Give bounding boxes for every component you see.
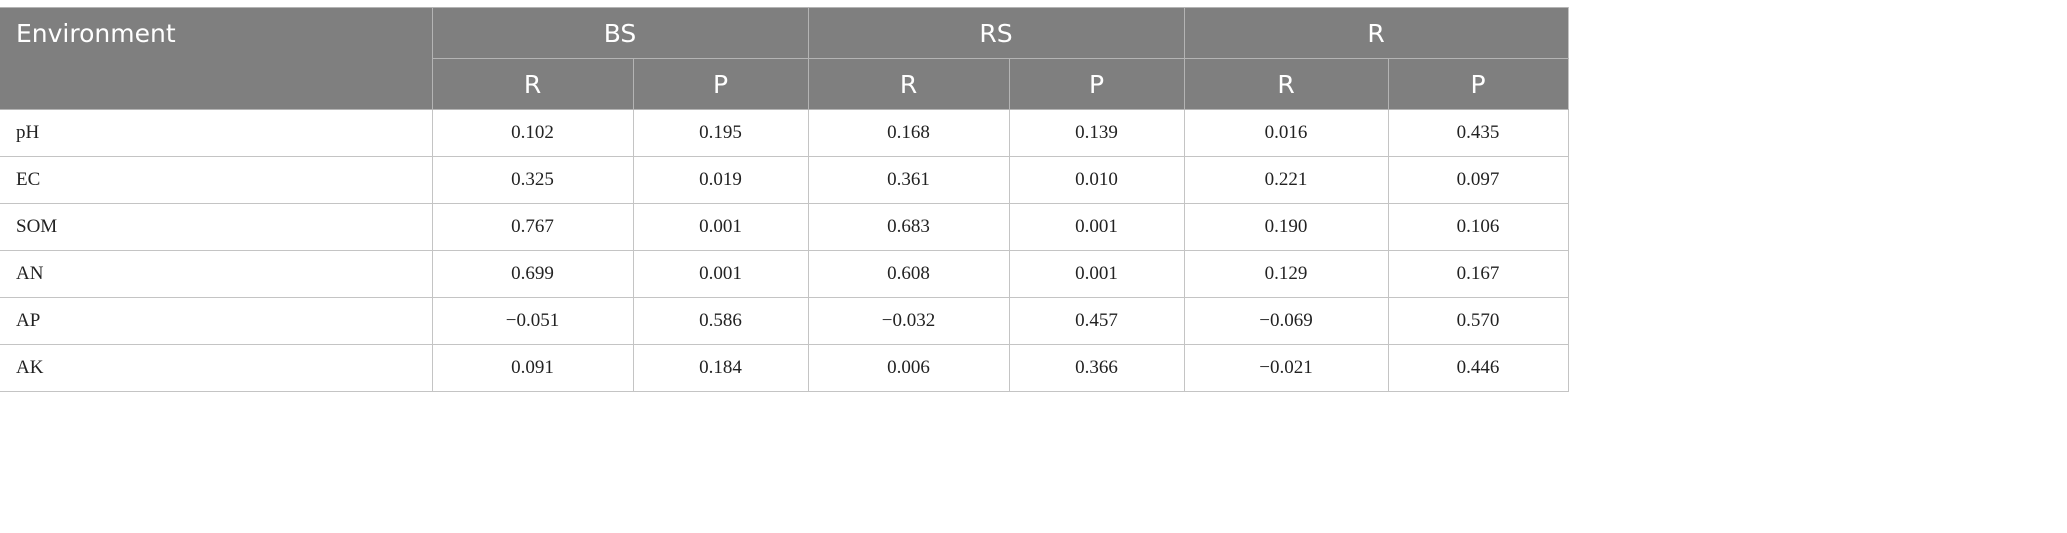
header-rs-r: R xyxy=(807,58,1010,110)
header-row-sub: R P R P R P xyxy=(0,58,1569,110)
table-row: EC 0.325 0.019 0.361 0.010 0.221 0.097 xyxy=(0,156,1569,204)
header-group-bs: BS xyxy=(431,7,809,59)
row-label: SOM xyxy=(0,203,433,251)
table-cell: 0.446 xyxy=(1387,344,1569,392)
header-group-r: R xyxy=(1183,7,1569,59)
table-cell: 0.019 xyxy=(632,156,809,204)
table-row: pH 0.102 0.195 0.168 0.139 0.016 0.435 xyxy=(0,109,1569,157)
header-bs-p: P xyxy=(632,58,809,110)
table-cell: 0.167 xyxy=(1387,250,1569,298)
table-body: pH 0.102 0.195 0.168 0.139 0.016 0.435 E… xyxy=(0,109,1569,392)
table-row: AN 0.699 0.001 0.608 0.001 0.129 0.167 xyxy=(0,250,1569,298)
table-cell: 0.586 xyxy=(632,297,809,345)
table-cell: 0.184 xyxy=(632,344,809,392)
header-row-groups: Environment BS RS R xyxy=(0,7,1569,110)
header-r-p: P xyxy=(1387,58,1569,110)
table-row: SOM 0.767 0.001 0.683 0.001 0.190 0.106 xyxy=(0,203,1569,251)
row-label: AK xyxy=(0,344,433,392)
row-label: AP xyxy=(0,297,433,345)
table-cell: 0.361 xyxy=(807,156,1010,204)
table-cell: 0.129 xyxy=(1183,250,1389,298)
table-cell: 0.325 xyxy=(431,156,634,204)
table-cell: 0.195 xyxy=(632,109,809,157)
table-cell: 0.683 xyxy=(807,203,1010,251)
header-bs-r: R xyxy=(431,58,634,110)
table-cell: −0.051 xyxy=(431,297,634,345)
header-environment: Environment xyxy=(0,7,433,110)
table-cell: 0.102 xyxy=(431,109,634,157)
table-cell: 0.366 xyxy=(1008,344,1185,392)
table-cell: −0.021 xyxy=(1183,344,1389,392)
table-cell: 0.168 xyxy=(807,109,1010,157)
table-cell: 0.699 xyxy=(431,250,634,298)
header-group-rs: RS xyxy=(807,7,1185,59)
header-rs-p: P xyxy=(1008,58,1185,110)
table-cell: 0.097 xyxy=(1387,156,1569,204)
table-cell: 0.106 xyxy=(1387,203,1569,251)
table-cell: 0.139 xyxy=(1008,109,1185,157)
header-r-r: R xyxy=(1183,58,1389,110)
table-cell: −0.069 xyxy=(1183,297,1389,345)
table-cell: 0.435 xyxy=(1387,109,1569,157)
correlation-table: Environment BS RS R R P R P R P pH 0.102… xyxy=(0,7,1569,392)
row-label: pH xyxy=(0,109,433,157)
table-cell: 0.221 xyxy=(1183,156,1389,204)
table-cell: 0.570 xyxy=(1387,297,1569,345)
table-cell: 0.091 xyxy=(431,344,634,392)
row-label: AN xyxy=(0,250,433,298)
table-cell: 0.457 xyxy=(1008,297,1185,345)
table-cell: 0.016 xyxy=(1183,109,1389,157)
table-header: Environment BS RS R R P R P R P xyxy=(0,7,1569,110)
table-row: AP −0.051 0.586 −0.032 0.457 −0.069 0.57… xyxy=(0,297,1569,345)
table-cell: 0.006 xyxy=(807,344,1010,392)
table-cell: 0.767 xyxy=(431,203,634,251)
table-cell: 0.001 xyxy=(1008,203,1185,251)
table-cell: 0.001 xyxy=(1008,250,1185,298)
table-row: AK 0.091 0.184 0.006 0.366 −0.021 0.446 xyxy=(0,344,1569,392)
table-cell: 0.001 xyxy=(632,203,809,251)
table-cell: 0.001 xyxy=(632,250,809,298)
table-cell: 0.608 xyxy=(807,250,1010,298)
table-cell: 0.190 xyxy=(1183,203,1389,251)
row-label: EC xyxy=(0,156,433,204)
table-cell: −0.032 xyxy=(807,297,1010,345)
table-cell: 0.010 xyxy=(1008,156,1185,204)
